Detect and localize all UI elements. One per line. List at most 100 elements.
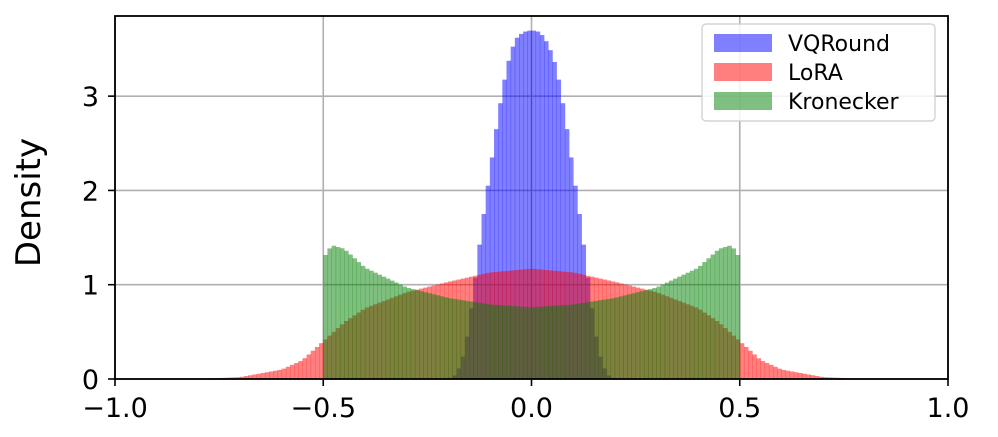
histogram-bar (439, 296, 445, 379)
histogram-bar (768, 364, 774, 379)
histogram-bar (560, 305, 566, 379)
histogram-bar (489, 157, 495, 379)
histogram-bar (539, 35, 545, 379)
histogram-bar (718, 248, 724, 379)
histogram-bar (348, 254, 353, 379)
histogram-bar (377, 274, 382, 379)
y-tick-label: 1 (82, 271, 99, 302)
histogram-bar (264, 372, 270, 379)
histogram-bar (810, 375, 816, 379)
histogram-bar (239, 376, 245, 379)
histogram-bar (618, 296, 624, 379)
histogram-bar (748, 350, 753, 379)
histogram-bar (552, 61, 557, 379)
histogram-bar (589, 301, 595, 379)
histogram-bar (531, 30, 537, 379)
histogram-bar (514, 37, 520, 379)
histogram-bar (789, 371, 795, 379)
histogram-bar (306, 354, 312, 379)
histogram-bar (269, 371, 274, 379)
histogram-bar (298, 361, 303, 379)
histogram-bar (277, 369, 282, 379)
histogram-bar (656, 286, 662, 379)
histogram-bar (481, 303, 487, 379)
histogram-bar (635, 292, 641, 379)
y-tick-label: 0 (82, 365, 99, 396)
histogram-bar (285, 366, 291, 379)
histogram-bar (793, 372, 799, 379)
y-tick-label: 2 (82, 176, 99, 207)
y-axis-ticks: 0 1 2 3 (82, 82, 115, 396)
histogram-bar (623, 295, 628, 379)
histogram-bar (489, 304, 495, 379)
histogram-bar (344, 250, 349, 379)
histogram-bar (543, 306, 549, 379)
histogram-bar (464, 300, 470, 379)
histogram-bar (598, 300, 603, 379)
histogram-bar (469, 301, 474, 379)
histogram-bar (398, 284, 403, 379)
histogram-bar (456, 299, 462, 379)
histogram-bar (731, 248, 736, 379)
histogram-bar (527, 30, 532, 379)
legend-swatch-kronecker (714, 92, 772, 110)
histogram-bar (535, 306, 541, 379)
histogram-bar (660, 284, 666, 379)
legend-label-vqround: VQRound (788, 32, 890, 57)
histogram-bar (710, 254, 716, 379)
histogram-bar (523, 31, 528, 380)
histogram-bar (252, 374, 258, 379)
histogram-bar (814, 375, 820, 379)
histogram-bar (410, 289, 416, 379)
histogram-bar (302, 358, 307, 379)
histogram-bar (702, 262, 707, 379)
histogram-bar (568, 304, 574, 379)
histogram-bar (614, 297, 620, 379)
histogram-bar (627, 294, 632, 379)
histogram-bar (452, 298, 457, 379)
histogram-bar (698, 265, 703, 379)
histogram-bar (502, 79, 507, 380)
histogram-bar (414, 290, 420, 379)
histogram-bar (535, 31, 541, 380)
histogram-bar (743, 346, 749, 379)
histogram-bar (581, 302, 587, 379)
histogram-bar (548, 50, 553, 380)
histogram-bar (593, 300, 599, 379)
histogram-bar (294, 362, 299, 379)
histogram-bar (639, 291, 645, 379)
histogram-bar (560, 103, 566, 379)
histogram-bar (289, 364, 295, 379)
histogram-bar (773, 366, 778, 379)
x-tick-label: 0.5 (718, 393, 761, 424)
histogram-bar (548, 306, 553, 379)
histogram-bar (319, 343, 324, 379)
histogram-bar (756, 358, 761, 379)
x-tick-label: −0.5 (290, 393, 356, 424)
histogram-bar (373, 272, 378, 379)
histogram-bar (260, 372, 266, 379)
x-tick-label: −1.0 (82, 393, 148, 424)
histogram-bar (723, 247, 728, 379)
histogram-bar (781, 369, 786, 379)
histogram-bar (573, 304, 578, 379)
histogram-bar (606, 298, 612, 379)
histogram-bar (494, 304, 499, 379)
histogram-bar (556, 305, 562, 379)
legend-swatch-vqround (714, 34, 772, 52)
histogram-bar (577, 303, 582, 379)
histogram-bar (735, 255, 741, 379)
histogram-bar (381, 276, 387, 379)
legend-label-lora: LoRA (788, 61, 843, 86)
histogram-bar (568, 157, 574, 379)
histogram-bar (531, 307, 537, 379)
histogram-bar (602, 299, 607, 379)
histogram-bar (539, 306, 545, 379)
histogram-bar (739, 343, 745, 379)
histogram-bar (777, 368, 782, 379)
histogram-bar (352, 258, 357, 379)
x-axis-ticks: −1.0 −0.5 0.0 0.5 1.0 (82, 379, 969, 424)
histogram-bar (281, 368, 287, 379)
histogram-bar (356, 262, 362, 379)
